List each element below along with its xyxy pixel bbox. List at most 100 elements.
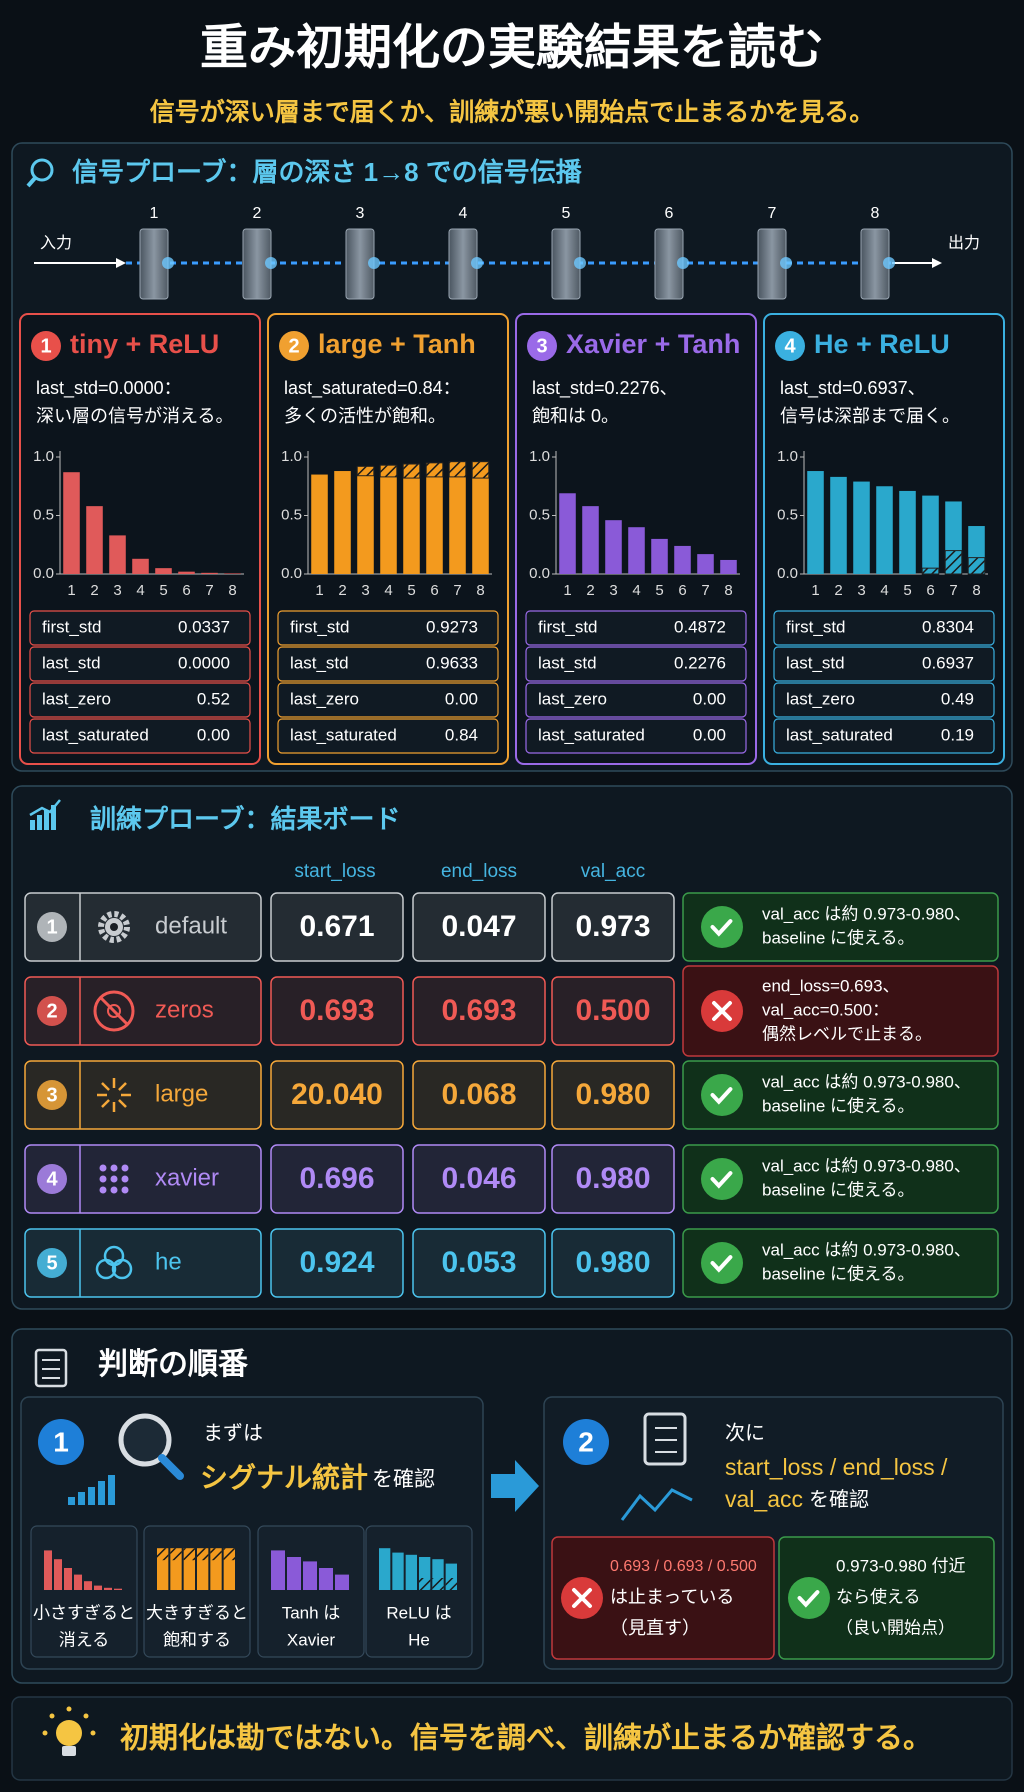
- check-icon: [701, 1158, 743, 1200]
- trend-icon: [620, 1488, 693, 1521]
- row-icon: [121, 1175, 129, 1183]
- row-name: large: [155, 1080, 208, 1107]
- row-label: [24, 1060, 262, 1130]
- row-tint: [25, 893, 261, 961]
- x-tick-label: 2: [586, 582, 594, 599]
- panel-note: last_std=0.0000：: [36, 378, 182, 399]
- table-row: [29, 718, 251, 754]
- tile-icon-bar: [271, 1550, 285, 1590]
- table-row: [29, 610, 251, 646]
- x-tick-label: 2: [834, 582, 842, 599]
- x-tick-label: 8: [476, 582, 484, 599]
- tile-icon-bar: [84, 1581, 92, 1590]
- layer-number: 1: [150, 205, 159, 222]
- growth-icon: [98, 1481, 105, 1505]
- tile-icon-bar: [335, 1574, 349, 1590]
- output-arrow-head: [932, 258, 942, 268]
- layer-number: 8: [871, 205, 880, 222]
- row-label: [24, 1228, 262, 1298]
- metric-name: last_std: [786, 653, 845, 672]
- tile-icon-bar: [210, 1548, 222, 1590]
- panel-number-badge: [31, 331, 61, 361]
- layer-number: 6: [665, 205, 674, 222]
- x-tick-label: 5: [655, 582, 663, 599]
- footer-text: 初期化は勘ではない。信号を調べ、訓練が止まるか確認する。: [120, 1721, 932, 1755]
- bar: [63, 472, 80, 574]
- table-row: [29, 646, 251, 682]
- input-arrow-head: [116, 258, 126, 268]
- metric-name: last_std: [42, 653, 101, 672]
- tile-icon-bar: [223, 1548, 235, 1590]
- tile-icon-hatch: [170, 1548, 182, 1561]
- step-instruction: シグナル統計 を確認: [200, 1461, 435, 1493]
- row-icon: [99, 1175, 107, 1183]
- verdict-text: val_acc は約 0.973-0.980、: [762, 1240, 971, 1259]
- verdict-box: [682, 965, 999, 1057]
- tile-icon-hatch: [419, 1578, 431, 1590]
- layer-glow: [368, 257, 380, 269]
- row-icon: [98, 911, 130, 943]
- metric-value: 0.0000: [178, 653, 230, 672]
- step-instruction-part: を確認: [809, 1488, 869, 1511]
- growth-icon: [88, 1487, 95, 1505]
- value-cell: [412, 892, 546, 962]
- table-row: [277, 610, 499, 646]
- saturated-segment: [471, 461, 490, 479]
- y-tick-label: 1.0: [33, 448, 54, 465]
- row-number-badge: [37, 912, 67, 942]
- row-number: 3: [46, 1084, 57, 1106]
- board-icon: [29, 799, 61, 817]
- row-icon: [107, 1004, 121, 1018]
- row-icon: [118, 1082, 127, 1091]
- value-tint: [271, 893, 403, 961]
- board-icon: [30, 820, 35, 830]
- x-tick-label: 1: [67, 582, 75, 599]
- panel-number: 3: [536, 335, 547, 357]
- panel-number: 2: [288, 335, 299, 357]
- bar: [651, 538, 668, 574]
- column-header: end_loss: [441, 861, 517, 882]
- row-name: he: [155, 1248, 182, 1275]
- table-row: [773, 682, 995, 718]
- row-label: [24, 976, 262, 1046]
- table-row: [277, 682, 499, 718]
- row-icon: [99, 1164, 107, 1172]
- bar: [86, 506, 103, 574]
- tile-text: 大きすぎると: [146, 1603, 248, 1622]
- metric-value: 0.6937: [922, 653, 974, 672]
- bar: [334, 471, 351, 574]
- value-text: 0.693: [441, 994, 516, 1027]
- value-tint: [413, 1061, 545, 1129]
- value-cell: [412, 1228, 546, 1298]
- row-number: 4: [46, 1168, 58, 1190]
- tile-text: Tanh は: [282, 1603, 341, 1622]
- metric-name: last_zero: [786, 689, 855, 708]
- y-tick-label: 0.0: [281, 565, 302, 582]
- panel-title: large + Tanh: [318, 329, 476, 359]
- x-tick-label: 8: [724, 582, 732, 599]
- step-instruction: val_acc を確認: [725, 1486, 869, 1512]
- tile-icon-hatch: [445, 1578, 457, 1590]
- value-text: 0.500: [575, 994, 650, 1027]
- row-icon: [111, 1258, 133, 1280]
- bar: [830, 476, 847, 574]
- value-tint: [271, 1145, 403, 1213]
- section-title: 訓練プローブ：結果ボード: [90, 804, 400, 834]
- step-instruction-part: シグナル統計: [200, 1461, 368, 1493]
- value-text: 0.924: [299, 1246, 374, 1279]
- table-row: [29, 682, 251, 718]
- table-row: [773, 718, 995, 754]
- check-mark: [710, 1087, 733, 1105]
- x-tick-label: 4: [136, 582, 144, 599]
- panel-note: 多くの活性が飽和。: [284, 406, 446, 426]
- value-cell: [551, 892, 675, 962]
- layer-glow: [883, 257, 895, 269]
- panel-note: last_saturated=0.84：: [284, 378, 461, 399]
- step-instruction-part: val_acc: [725, 1486, 803, 1512]
- search-icon: [26, 176, 37, 188]
- magnifier-icon: [158, 1454, 184, 1480]
- bad-text: （見直す）: [610, 1618, 700, 1638]
- value-text: 0.046: [441, 1162, 516, 1195]
- saturated-segment: [402, 463, 421, 479]
